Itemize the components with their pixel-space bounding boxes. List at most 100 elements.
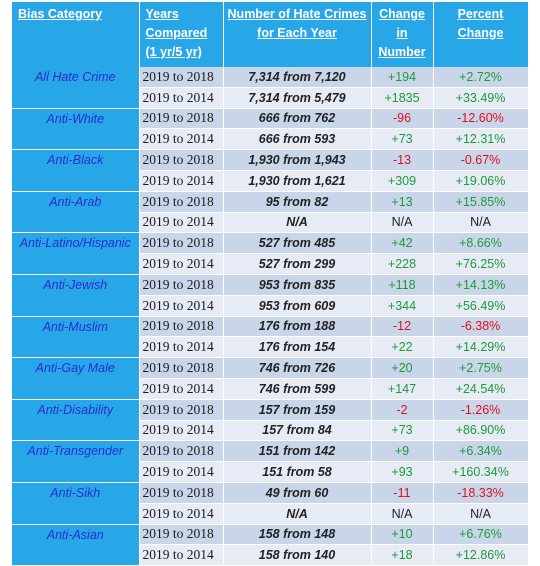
change-number-cell: +73 <box>371 420 434 442</box>
header-number-line: Number of Hate Crimes <box>227 7 367 21</box>
change-number-cell: -12 <box>371 316 434 338</box>
percent-change-cell: +6.76% <box>433 524 529 546</box>
percent-change-cell: +2.72% <box>433 67 529 88</box>
change-number-cell: -96 <box>371 108 434 130</box>
table-row: 2019 to 2014 176 from 154 +22 +14.29% <box>12 336 529 359</box>
percent-change-cell: +12.31% <box>433 128 529 151</box>
crime-count-cell: 7,314 from 7,120 <box>223 67 372 88</box>
change-number-cell: +228 <box>371 253 434 275</box>
table-row: Anti-Black 2019 to 2018 1,930 from 1,943 -1… <box>12 149 529 192</box>
change-number-cell: +344 <box>371 295 434 317</box>
crime-count-cell: 1,930 from 1,621 <box>223 170 372 192</box>
table-row: 2019 to 2014 N/A N/A N/A <box>12 503 529 525</box>
years-compared-cell: 2019 to 2018 <box>139 232 224 255</box>
change-number-cell: +18 <box>371 544 434 566</box>
percent-change-cell: +56.49% <box>433 295 529 317</box>
change-number-cell: N/A <box>371 212 434 234</box>
crime-count-cell: 158 from 140 <box>223 544 372 566</box>
percent-change-cell: -0.67% <box>433 149 529 171</box>
change-number-cell: +147 <box>371 378 434 400</box>
crime-count-cell: 746 from 599 <box>223 378 372 400</box>
bias-category-cell: All Hate Crime <box>12 67 140 109</box>
bias-category-cell: Anti-Arab <box>12 191 140 234</box>
crime-count-cell: 527 from 485 <box>223 232 372 255</box>
years-compared-cell: 2019 to 2014 <box>139 128 224 151</box>
years-compared-cell: 2019 to 2018 <box>139 399 224 421</box>
percent-change-cell: +19.06% <box>433 170 529 192</box>
bias-category-cell: Anti-Sikh <box>12 482 140 525</box>
change-number-cell: +309 <box>371 170 434 192</box>
change-number-cell: +73 <box>371 128 434 151</box>
crime-count-cell: 176 from 154 <box>223 336 372 359</box>
change-number-cell: +194 <box>371 67 434 88</box>
header-change-line: Number <box>378 45 426 59</box>
table-row: Anti-Muslim 2019 to 2018 176 from 188 -12 -6… <box>12 316 529 359</box>
hate-crime-table: Bias Category Years Compared (1 yr/5 yr)… <box>12 2 529 566</box>
change-number-cell: -2 <box>371 399 434 421</box>
percent-change-cell: +86.90% <box>433 420 529 442</box>
table-row: Anti-Latino/Hispanic 2019 to 2018 527 from… <box>12 232 529 275</box>
percent-change-cell: -6.38% <box>433 316 529 338</box>
header-bias-category: Bias Category <box>12 2 140 67</box>
crime-count-cell: 746 from 726 <box>223 357 372 379</box>
crime-count-cell: 953 from 609 <box>223 295 372 317</box>
header-years-line: Compared <box>145 26 208 40</box>
years-compared-cell: 2019 to 2014 <box>139 544 224 566</box>
bias-category-cell: Anti-Disability <box>12 399 140 442</box>
crime-count-cell: 158 from 148 <box>223 524 372 546</box>
percent-change-cell: +14.13% <box>433 274 529 296</box>
table-row: 2019 to 2014 157 from 84 +73 +86.90% <box>12 420 529 442</box>
percent-change-cell: +24.54% <box>433 378 529 400</box>
table-row: 2019 to 2014 746 from 599 +147 +24.54% <box>12 378 529 400</box>
percent-change-cell: +14.29% <box>433 336 529 359</box>
crime-count-cell: N/A <box>223 212 372 234</box>
table-row: Anti-Sikh 2019 to 2018 49 from 60 -11 -18.33… <box>12 482 529 525</box>
percent-change-cell: +15.85% <box>433 191 529 213</box>
change-number-cell: +20 <box>371 357 434 379</box>
table-row: 2019 to 2014 7,314 from 5,479 +1835 +33.49% <box>12 87 529 109</box>
years-compared-cell: 2019 to 2018 <box>139 357 224 379</box>
years-compared-cell: 2019 to 2018 <box>139 274 224 296</box>
percent-change-cell: +33.49% <box>433 87 529 109</box>
percent-change-cell: +6.34% <box>433 440 529 463</box>
percent-change-cell: +8.66% <box>433 232 529 255</box>
crime-count-cell: 95 from 82 <box>223 191 372 213</box>
years-compared-cell: 2019 to 2014 <box>139 212 224 234</box>
change-number-cell: +1835 <box>371 87 434 109</box>
change-number-cell: +118 <box>371 274 434 296</box>
years-compared-cell: 2019 to 2014 <box>139 461 224 483</box>
years-compared-cell: 2019 to 2018 <box>139 482 224 504</box>
change-number-cell: +22 <box>371 336 434 359</box>
crime-count-cell: 666 from 762 <box>223 108 372 130</box>
crime-count-cell: 953 from 835 <box>223 274 372 296</box>
change-number-cell: -11 <box>371 482 434 504</box>
years-compared-cell: 2019 to 2018 <box>139 108 224 130</box>
table-row: Anti-White 2019 to 2018 666 from 762 -96 -12… <box>12 108 529 151</box>
table-body: All Hate Crime 2019 to 2018 7,314 from 7,1… <box>12 67 529 566</box>
percent-change-cell: -18.33% <box>433 482 529 504</box>
table-row: Anti-Asian 2019 to 2018 158 from 148 +10 +6.… <box>12 524 529 566</box>
years-compared-cell: 2019 to 2014 <box>139 378 224 400</box>
change-number-cell: +93 <box>371 461 434 483</box>
percent-change-cell: -1.26% <box>433 399 529 421</box>
bias-category-cell: Anti-Asian <box>12 524 140 566</box>
years-compared-cell: 2019 to 2014 <box>139 87 224 109</box>
change-number-cell: -13 <box>371 149 434 171</box>
percent-change-cell: +76.25% <box>433 253 529 275</box>
table-row: 2019 to 2014 1,930 from 1,621 +309 +19.06% <box>12 170 529 192</box>
crime-count-cell: 1,930 from 1,943 <box>223 149 372 171</box>
percent-change-cell: -12.60% <box>433 108 529 130</box>
table-row: Anti-Gay Male 2019 to 2018 746 from 726 +20… <box>12 357 529 400</box>
header-years-compared: Years Compared (1 yr/5 yr) <box>139 2 224 67</box>
years-compared-cell: 2019 to 2018 <box>139 524 224 546</box>
header-percent-change: Percent Change <box>433 2 529 67</box>
years-compared-cell: 2019 to 2018 <box>139 440 224 463</box>
bias-category-cell: Anti-Muslim <box>12 316 140 359</box>
crime-count-cell: 49 from 60 <box>223 482 372 504</box>
crime-count-cell: 527 from 299 <box>223 253 372 275</box>
header-row: Bias Category Years Compared (1 yr/5 yr)… <box>12 2 529 67</box>
change-number-cell: +10 <box>371 524 434 546</box>
years-compared-cell: 2019 to 2014 <box>139 503 224 525</box>
change-number-cell: +42 <box>371 232 434 255</box>
bias-category-cell: Anti-Latino/Hispanic <box>12 232 140 275</box>
